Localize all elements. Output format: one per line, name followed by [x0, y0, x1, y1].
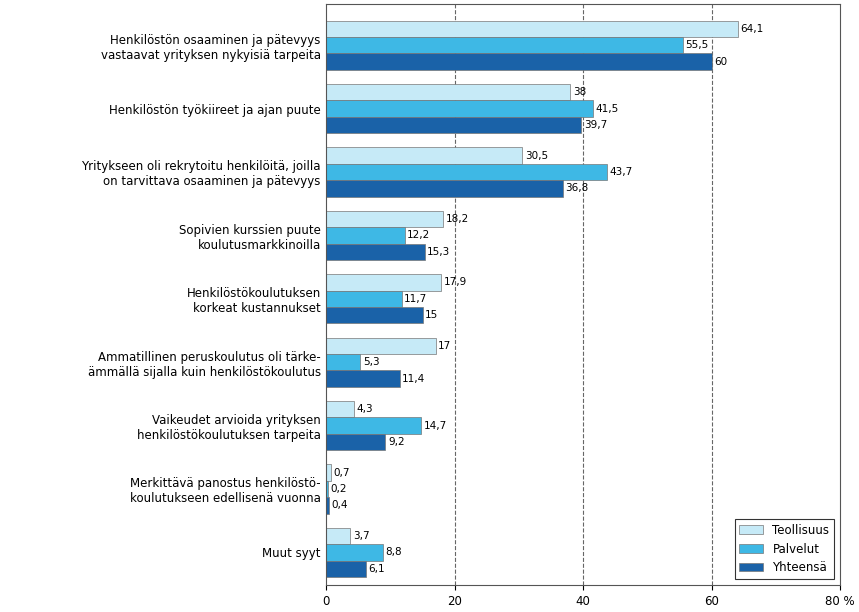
- Text: 5,3: 5,3: [363, 357, 380, 367]
- Text: 15: 15: [425, 310, 439, 320]
- Text: 30,5: 30,5: [525, 151, 548, 160]
- Text: 6,1: 6,1: [369, 564, 385, 573]
- Text: 0,7: 0,7: [333, 468, 350, 477]
- Text: 38: 38: [573, 87, 586, 97]
- Text: 15,3: 15,3: [427, 247, 450, 257]
- Text: 18,2: 18,2: [446, 214, 469, 224]
- Bar: [326, 84, 570, 100]
- Bar: [326, 37, 683, 53]
- Bar: [326, 244, 424, 260]
- Text: 9,2: 9,2: [388, 437, 405, 447]
- Bar: [326, 164, 607, 180]
- Bar: [326, 480, 327, 497]
- Bar: [326, 211, 443, 227]
- Bar: [326, 227, 405, 244]
- Text: 12,2: 12,2: [407, 230, 430, 241]
- Text: 4,3: 4,3: [356, 404, 373, 414]
- Text: 17: 17: [438, 341, 451, 351]
- Bar: [326, 544, 383, 561]
- Text: 41,5: 41,5: [595, 103, 618, 114]
- Text: 64,1: 64,1: [740, 24, 764, 34]
- Bar: [326, 291, 401, 307]
- Bar: [326, 465, 331, 480]
- Text: 55,5: 55,5: [685, 40, 709, 50]
- Legend: Teollisuus, Palvelut, Yhteensä: Teollisuus, Palvelut, Yhteensä: [734, 519, 834, 579]
- Bar: [326, 434, 386, 450]
- Text: 43,7: 43,7: [610, 167, 633, 177]
- Bar: [326, 117, 582, 133]
- Bar: [326, 561, 366, 577]
- Bar: [326, 338, 436, 354]
- Bar: [326, 180, 563, 196]
- Bar: [326, 497, 329, 513]
- Text: 36,8: 36,8: [565, 184, 588, 193]
- Bar: [326, 274, 442, 291]
- Text: 8,8: 8,8: [386, 547, 402, 558]
- Text: 0,4: 0,4: [332, 501, 348, 510]
- Bar: [326, 53, 711, 70]
- Bar: [326, 401, 354, 417]
- Text: 17,9: 17,9: [444, 277, 467, 287]
- Text: 39,7: 39,7: [584, 120, 607, 130]
- Bar: [326, 354, 361, 370]
- Text: 11,4: 11,4: [402, 373, 425, 384]
- Text: 0,2: 0,2: [330, 484, 347, 494]
- Bar: [326, 307, 423, 323]
- Text: 60: 60: [714, 56, 728, 67]
- Bar: [326, 100, 593, 117]
- Bar: [326, 528, 350, 544]
- Bar: [326, 147, 522, 164]
- Text: 3,7: 3,7: [353, 531, 369, 541]
- Text: 11,7: 11,7: [404, 294, 427, 304]
- Bar: [326, 417, 421, 434]
- Bar: [326, 21, 738, 37]
- Bar: [326, 370, 399, 387]
- Text: 14,7: 14,7: [423, 420, 447, 430]
